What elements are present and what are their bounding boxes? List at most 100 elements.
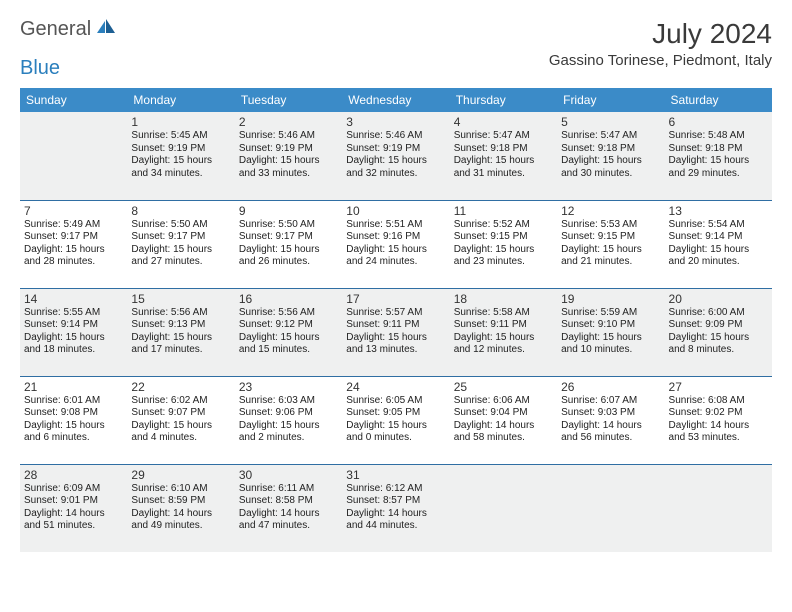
daylight-text: Daylight: 15 hours and 30 minutes. (561, 155, 660, 180)
sunset-text: Sunset: 9:19 PM (346, 143, 445, 156)
sunrise-text: Sunrise: 6:12 AM (346, 483, 445, 496)
calendar-day-cell: 12Sunrise: 5:53 AMSunset: 9:15 PMDayligh… (557, 200, 664, 288)
sunrise-text: Sunrise: 6:01 AM (24, 395, 123, 408)
day-number: 22 (131, 380, 230, 394)
daylight-text: Daylight: 15 hours and 13 minutes. (346, 332, 445, 357)
calendar-week-row: 7Sunrise: 5:49 AMSunset: 9:17 PMDaylight… (20, 200, 772, 288)
sunrise-text: Sunrise: 5:51 AM (346, 219, 445, 232)
calendar-day-cell: 17Sunrise: 5:57 AMSunset: 9:11 PMDayligh… (342, 288, 449, 376)
sunrise-text: Sunrise: 5:55 AM (24, 307, 123, 320)
daylight-text: Daylight: 14 hours and 51 minutes. (24, 508, 123, 533)
day-number: 29 (131, 468, 230, 482)
day-number: 25 (454, 380, 553, 394)
daylight-text: Daylight: 15 hours and 21 minutes. (561, 244, 660, 269)
day-number: 12 (561, 204, 660, 218)
sunrise-text: Sunrise: 6:10 AM (131, 483, 230, 496)
daylight-text: Daylight: 15 hours and 26 minutes. (239, 244, 338, 269)
day-number: 24 (346, 380, 445, 394)
day-number: 23 (239, 380, 338, 394)
sunset-text: Sunset: 9:05 PM (346, 407, 445, 420)
sunrise-text: Sunrise: 6:06 AM (454, 395, 553, 408)
day-number: 2 (239, 115, 338, 129)
calendar-day-cell: 22Sunrise: 6:02 AMSunset: 9:07 PMDayligh… (127, 376, 234, 464)
sunset-text: Sunset: 9:08 PM (24, 407, 123, 420)
day-number: 27 (669, 380, 768, 394)
location: Gassino Torinese, Piedmont, Italy (549, 52, 772, 69)
day-number: 16 (239, 292, 338, 306)
calendar-header-row: SundayMondayTuesdayWednesdayThursdayFrid… (20, 88, 772, 112)
daylight-text: Daylight: 15 hours and 8 minutes. (669, 332, 768, 357)
day-number: 11 (454, 204, 553, 218)
daylight-text: Daylight: 15 hours and 10 minutes. (561, 332, 660, 357)
sunset-text: Sunset: 9:10 PM (561, 319, 660, 332)
sunrise-text: Sunrise: 5:57 AM (346, 307, 445, 320)
weekday-header: Sunday (20, 88, 127, 112)
calendar-week-row: 14Sunrise: 5:55 AMSunset: 9:14 PM Dayligh… (20, 288, 772, 376)
day-number: 31 (346, 468, 445, 482)
sunrise-text: Sunrise: 6:08 AM (669, 395, 768, 408)
sunrise-text: Sunrise: 5:47 AM (561, 130, 660, 143)
sunrise-text: Sunrise: 5:58 AM (454, 307, 553, 320)
sunrise-text: Sunrise: 5:45 AM (131, 130, 230, 143)
sunset-text: Sunset: 9:03 PM (561, 407, 660, 420)
calendar-day-cell: 31Sunrise: 6:12 AMSunset: 8:57 PMDayligh… (342, 464, 449, 552)
weekday-header: Saturday (665, 88, 772, 112)
day-number: 20 (669, 292, 768, 306)
sunrise-text: Sunrise: 6:00 AM (669, 307, 768, 320)
sunset-text: Sunset: 9:15 PM (561, 231, 660, 244)
calendar-day-cell: 26Sunrise: 6:07 AMSunset: 9:03 PMDayligh… (557, 376, 664, 464)
daylight-text: Daylight: 15 hours and 34 minutes. (131, 155, 230, 180)
day-number: 6 (669, 115, 768, 129)
calendar-day-cell: 28Sunrise: 6:09 AMSunset: 9:01 PMDayligh… (20, 464, 127, 552)
title-block: July 2024 Gassino Torinese, Piedmont, It… (549, 18, 772, 69)
sunset-text: Sunset: 9:19 PM (239, 143, 338, 156)
day-number: 8 (131, 204, 230, 218)
calendar-empty-cell (665, 464, 772, 552)
sunset-text: Sunset: 9:07 PM (131, 407, 230, 420)
daylight-text: Daylight: 15 hours and 12 minutes. (454, 332, 553, 357)
day-number: 30 (239, 468, 338, 482)
sunset-text: Sunset: 9:09 PM (669, 319, 768, 332)
sunrise-text: Sunrise: 5:46 AM (239, 130, 338, 143)
sunrise-text: Sunrise: 5:56 AM (131, 307, 230, 320)
calendar-day-cell: 18Sunrise: 5:58 AMSunset: 9:11 PMDayligh… (450, 288, 557, 376)
sunset-text: Sunset: 9:14 PM (24, 319, 123, 332)
calendar-day-cell: 30Sunrise: 6:11 AMSunset: 8:58 PMDayligh… (235, 464, 342, 552)
daylight-text: Daylight: 15 hours and 20 minutes. (669, 244, 768, 269)
calendar-day-cell: 10Sunrise: 5:51 AMSunset: 9:16 PMDayligh… (342, 200, 449, 288)
day-number: 13 (669, 204, 768, 218)
day-number: 10 (346, 204, 445, 218)
sunset-text: Sunset: 8:58 PM (239, 495, 338, 508)
sunset-text: Sunset: 9:17 PM (24, 231, 123, 244)
calendar-day-cell: 13Sunrise: 5:54 AMSunset: 9:14 PMDayligh… (665, 200, 772, 288)
daylight-text: Daylight: 14 hours and 53 minutes. (669, 420, 768, 445)
calendar-day-cell: 8Sunrise: 5:50 AMSunset: 9:17 PMDaylight… (127, 200, 234, 288)
daylight-text: Daylight: 14 hours and 58 minutes. (454, 420, 553, 445)
sunrise-text: Sunrise: 5:59 AM (561, 307, 660, 320)
daylight-text: Daylight: 15 hours and 32 minutes. (346, 155, 445, 180)
daylight-text: Daylight: 15 hours and 27 minutes. (131, 244, 230, 269)
sunset-text: Sunset: 9:17 PM (239, 231, 338, 244)
daylight-text: Daylight: 15 hours and 28 minutes. (24, 244, 123, 269)
day-number: 14 (24, 292, 123, 306)
weekday-header: Tuesday (235, 88, 342, 112)
daylight-text: Daylight: 14 hours and 44 minutes. (346, 508, 445, 533)
calendar-day-cell: 19Sunrise: 5:59 AMSunset: 9:10 PMDayligh… (557, 288, 664, 376)
calendar-week-row: 1Sunrise: 5:45 AMSunset: 9:19 PMDaylight… (20, 112, 772, 200)
sunset-text: Sunset: 9:17 PM (131, 231, 230, 244)
calendar-week-row: 28Sunrise: 6:09 AMSunset: 9:01 PMDayligh… (20, 464, 772, 552)
daylight-text: Daylight: 15 hours and 23 minutes. (454, 244, 553, 269)
daylight-text: Daylight: 15 hours and 4 minutes. (131, 420, 230, 445)
logo-text-general: General (20, 18, 91, 41)
sunrise-text: Sunrise: 5:47 AM (454, 130, 553, 143)
logo: General (20, 18, 119, 41)
weekday-header: Friday (557, 88, 664, 112)
sunrise-text: Sunrise: 5:54 AM (669, 219, 768, 232)
calendar-empty-cell (557, 464, 664, 552)
sunrise-text: Sunrise: 5:50 AM (239, 219, 338, 232)
daylight-text: Daylight: 14 hours and 49 minutes. (131, 508, 230, 533)
sunrise-text: Sunrise: 6:05 AM (346, 395, 445, 408)
calendar-day-cell: 11Sunrise: 5:52 AMSunset: 9:15 PMDayligh… (450, 200, 557, 288)
logo-text-blue: Blue (20, 57, 60, 80)
calendar-day-cell: 29Sunrise: 6:10 AMSunset: 8:59 PMDayligh… (127, 464, 234, 552)
